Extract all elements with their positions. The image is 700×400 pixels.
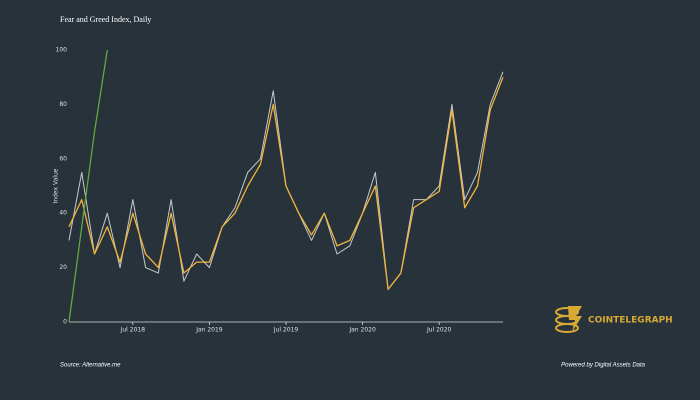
- x-tick-label: Jan 2019: [195, 327, 223, 334]
- series-line: [68, 49, 108, 323]
- y-tick-label: 100: [56, 47, 68, 54]
- x-tick-label: Jan 2020: [348, 327, 376, 334]
- x-tick-label: Jul 2020: [426, 327, 452, 334]
- y-tick-label: 40: [59, 210, 67, 217]
- y-tick-label: 0: [63, 319, 67, 326]
- x-tick-label: Jul 2018: [120, 327, 146, 334]
- series-line: [68, 71, 504, 290]
- y-tick-label: 80: [59, 101, 67, 108]
- series-line: [68, 76, 504, 291]
- source-note: Source: Alternative.me: [60, 363, 121, 369]
- y-tick-label: 60: [59, 155, 67, 162]
- x-tick-label: Jul 2019: [273, 327, 299, 334]
- chart-title: Fear and Greed Index, Daily: [60, 15, 151, 24]
- y-axis-label: Index Value: [53, 168, 60, 203]
- brand-logo: [555, 306, 582, 333]
- brand-name: COINTELEGRAPH: [588, 316, 673, 326]
- credit-note: Powered by Digital Assets Data: [561, 363, 645, 369]
- y-tick-label: 20: [59, 264, 67, 271]
